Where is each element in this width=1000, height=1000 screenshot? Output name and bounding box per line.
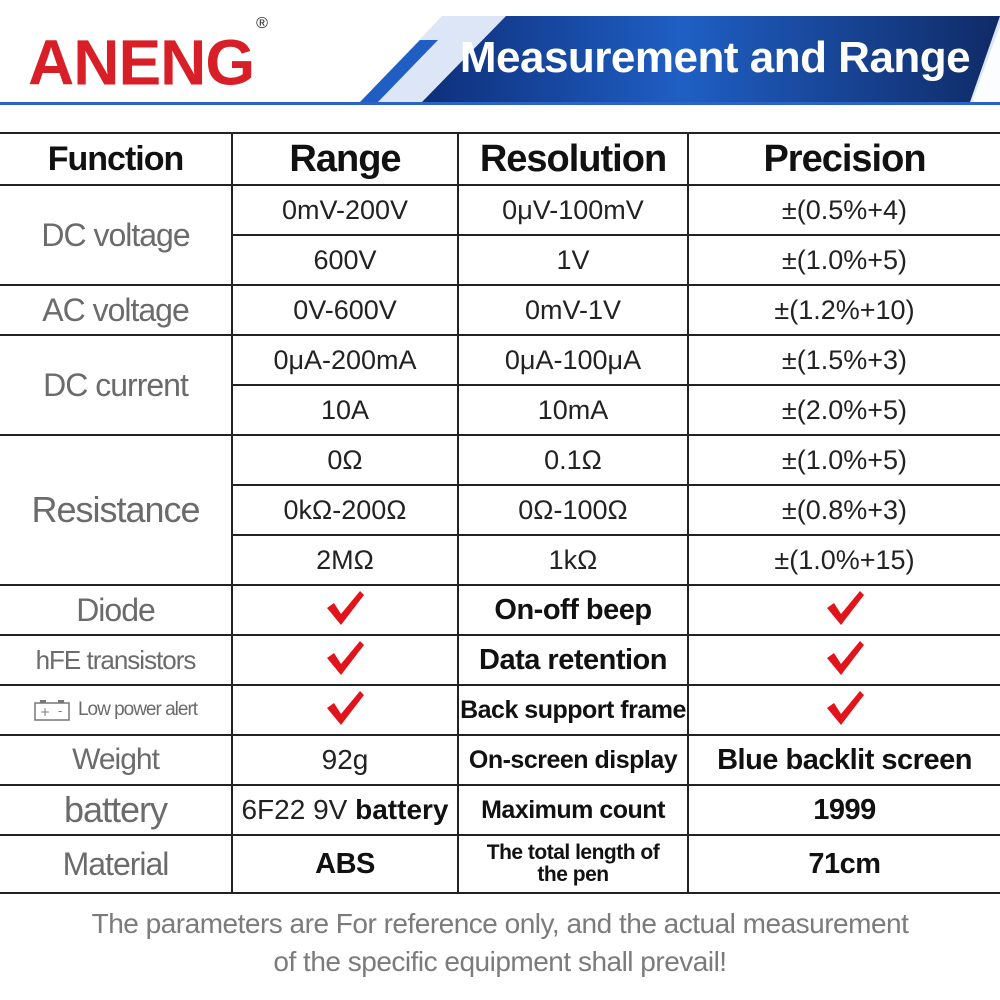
resolution-cell: 1V (457, 234, 689, 286)
registered-mark: ® (256, 15, 268, 32)
banner-title: Measurement and Range (459, 33, 971, 82)
precision-cell: ±(1.0%+5) (687, 234, 1000, 286)
feature-hfe: hFE transistors (0, 634, 233, 686)
range-cell: 0μA-200mA (231, 334, 459, 386)
spec-count-value: 1999 (687, 784, 1000, 836)
header-function: Function (0, 132, 233, 186)
feature-on-off-beep: On-off beep (457, 584, 689, 636)
precision-cell: ±(1.5%+3) (687, 334, 1000, 386)
spec-row: battery 6F22 9V battery Maximum count 19… (0, 784, 1000, 836)
range-cell: 0Ω (231, 434, 459, 486)
check-cell (687, 584, 1000, 636)
check-cell (231, 684, 459, 736)
feature-row: hFE transistors Data retention (0, 634, 1000, 686)
table-row: AC voltage 0V-600V 0mV-1V ±(1.2%+10) (0, 284, 1000, 336)
spec-weight-label: Weight (0, 734, 233, 786)
function-dc-current: DC current (0, 334, 233, 436)
spec-row: Material ABS The total length of the pen … (0, 834, 1000, 894)
battery-icon: + - (34, 699, 70, 721)
banner-background (360, 16, 1000, 102)
check-icon (826, 690, 864, 725)
resolution-cell: 0Ω-100Ω (457, 484, 689, 536)
table-row: 600V 1V ±(1.0%+5) (0, 234, 1000, 286)
check-icon (826, 590, 864, 625)
table-row: DC voltage 0mV-200V 0μV-100mV ±(0.5%+4) (0, 184, 1000, 286)
header-range: Range (231, 132, 459, 186)
check-cell (231, 584, 459, 636)
logo-text: ANENG (28, 26, 255, 99)
check-icon (327, 590, 364, 625)
spec-pen-length-value: 71cm (687, 834, 1000, 894)
table-row: Resistance 0Ω 0.1Ω ±(1.0%+5) (0, 434, 1000, 586)
resolution-cell: 0mV-1V (457, 284, 689, 336)
spec-material-label: Material (0, 834, 233, 894)
table-row: 2MΩ 1kΩ ±(1.0%+15) (0, 534, 1000, 586)
feature-data-retention: Data retention (457, 634, 689, 686)
brand-logo: ANENG® (28, 15, 268, 102)
feature-back-support-frame: Back support frame (457, 684, 689, 736)
feature-row: + - Low power alert Back support frame (0, 684, 1000, 736)
header: ANENG® Measurement and Range (0, 0, 1000, 108)
range-cell: 600V (232, 234, 459, 286)
check-icon (327, 640, 364, 675)
svg-text:+: + (40, 705, 49, 719)
spec-on-screen-display: On-screen display (457, 734, 689, 786)
check-cell (687, 684, 1000, 736)
range-cell: 0kΩ-200Ω (232, 484, 459, 536)
table-row: DC current 0μA-200mA 0μA-100μA ±(1.5%+3) (0, 334, 1000, 436)
resolution-cell: 0μA-100μA (457, 334, 689, 386)
pen-length-line1: The total length of (486, 841, 660, 864)
header-divider (0, 102, 1000, 105)
svg-text:-: - (58, 704, 62, 718)
disclaimer: The parameters are For reference only, a… (0, 905, 1000, 981)
battery-model: 6F22 9V (241, 794, 356, 825)
spec-maximum-count: Maximum count (457, 784, 689, 836)
precision-cell: ±(1.0%+15) (687, 534, 1000, 586)
precision-cell: ±(1.2%+10) (687, 284, 1000, 336)
pen-length-line2: the pen (537, 863, 609, 886)
check-icon (826, 640, 864, 675)
spec-backlit-screen: Blue backlit screen (687, 734, 1000, 786)
spec-table: Function Range Resolution Precision DC v… (0, 132, 1000, 894)
precision-cell: ±(1.0%+5) (687, 434, 1000, 486)
precision-cell: ±(2.0%+5) (687, 384, 1000, 436)
resolution-cell: 0.1Ω (457, 434, 689, 486)
table-row: 0kΩ-200Ω 0Ω-100Ω ±(0.8%+3) (0, 484, 1000, 536)
battery-word: battery (355, 794, 449, 825)
range-cell: 2MΩ (232, 534, 459, 586)
spec-material-value: ABS (231, 834, 459, 894)
header-row: Function Range Resolution Precision (0, 132, 1000, 186)
resolution-cell: 1kΩ (457, 534, 689, 586)
range-cell: 0V-600V (231, 284, 459, 336)
spec-pen-length-label: The total length of the pen (457, 834, 689, 894)
function-resistance: Resistance (0, 434, 233, 586)
check-cell (687, 634, 1000, 686)
resolution-cell: 10mA (457, 384, 689, 436)
function-ac-voltage: AC voltage (0, 284, 233, 336)
spec-battery-value: 6F22 9V battery (231, 784, 459, 836)
spec-weight-value: 92g (231, 734, 459, 786)
disclaimer-line2: of the specific equipment shall prevail! (273, 946, 727, 977)
title-banner: Measurement and Range (360, 16, 1000, 102)
range-cell: 0mV-200V (231, 184, 459, 236)
precision-cell: ±(0.8%+3) (687, 484, 1000, 536)
spec-row: Weight 92g On-screen display Blue backli… (0, 734, 1000, 786)
low-power-group: + - Low power alert (34, 698, 198, 721)
table-row: 10A 10mA ±(2.0%+5) (0, 384, 1000, 436)
header-precision: Precision (687, 132, 1000, 186)
feature-row: Diode On-off beep (0, 584, 1000, 636)
precision-cell: ±(0.5%+4) (687, 184, 1000, 236)
function-dc-voltage: DC voltage (0, 184, 233, 286)
resolution-cell: 0μV-100mV (457, 184, 689, 236)
spec-battery-label: battery (0, 784, 233, 836)
feature-low-power-alert: + - Low power alert (0, 684, 233, 736)
check-cell (231, 634, 459, 686)
range-cell: 10A (232, 384, 459, 436)
low-power-label: Low power alert (77, 698, 198, 720)
check-icon (327, 690, 364, 725)
feature-diode: Diode (0, 584, 233, 636)
disclaimer-line1: The parameters are For reference only, a… (91, 908, 909, 939)
header-resolution: Resolution (457, 132, 689, 186)
